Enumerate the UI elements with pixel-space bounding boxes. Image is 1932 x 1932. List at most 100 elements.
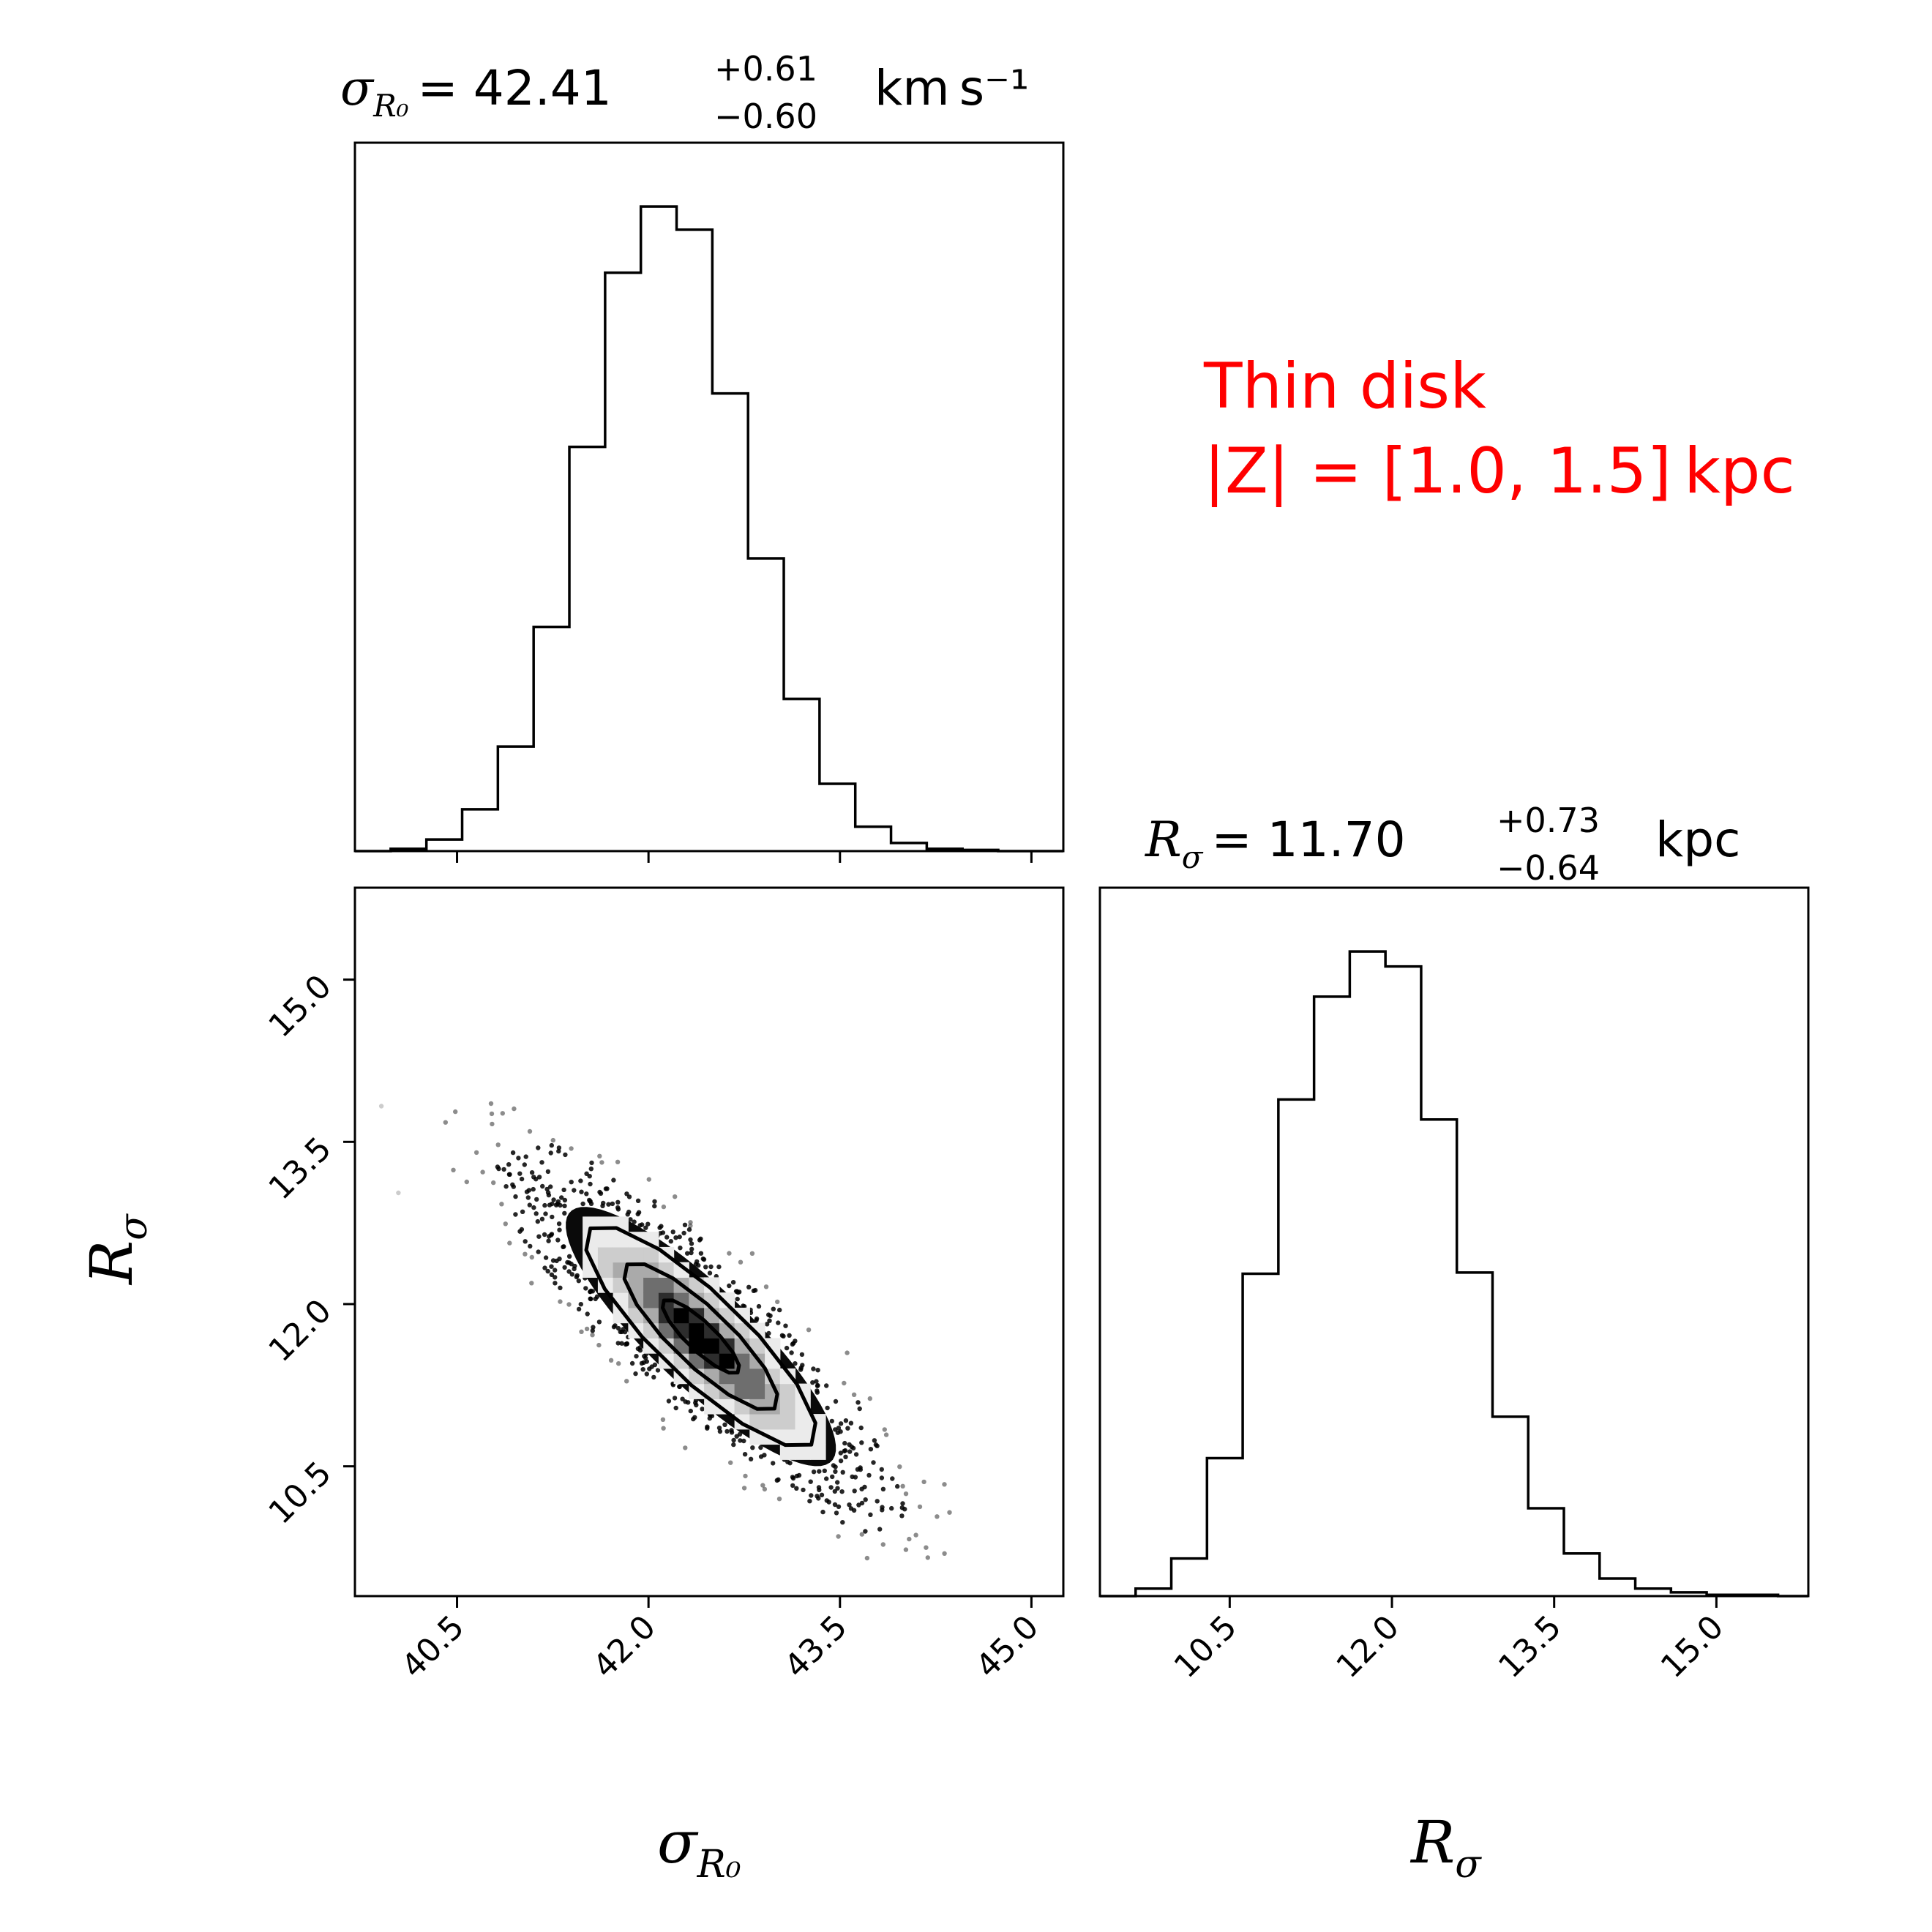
sample-point (817, 1469, 822, 1474)
density-cell (734, 1383, 750, 1399)
sample-point (643, 1225, 648, 1230)
sample-point (501, 1167, 506, 1172)
sample-point (590, 1333, 595, 1338)
sample-point (503, 1221, 508, 1227)
sample-point (828, 1485, 834, 1490)
xlabel-r-sigma: Rσ (1409, 1808, 1482, 1887)
title-r-sigma-unit: kpc (1655, 812, 1740, 868)
sample-point (806, 1328, 812, 1333)
sample-point (553, 1268, 558, 1273)
sample-point (597, 1189, 602, 1195)
sample-point (815, 1494, 820, 1499)
sample-point (599, 1160, 604, 1165)
sample-point (913, 1532, 918, 1538)
sample-point (824, 1383, 829, 1388)
sample-point (635, 1211, 640, 1217)
sample-point (741, 1304, 747, 1309)
sample-point (698, 1251, 704, 1256)
sample-point (677, 1234, 682, 1240)
sample-point (555, 1199, 561, 1205)
sample-point (543, 1211, 548, 1216)
sample-point (643, 1355, 648, 1360)
sample-point (572, 1188, 577, 1193)
sample-point (743, 1473, 748, 1479)
sample-point (741, 1486, 747, 1491)
sample-point (689, 1250, 694, 1256)
sample-point (588, 1296, 594, 1302)
sample-point (584, 1326, 590, 1332)
sample-point (659, 1224, 664, 1229)
sample-point (890, 1476, 895, 1481)
sample-point (880, 1542, 886, 1547)
sample-point (610, 1201, 615, 1207)
sample-point (637, 1348, 643, 1353)
sample-point (396, 1190, 401, 1196)
sample-point (527, 1202, 532, 1208)
sample-point (735, 1296, 740, 1302)
sample-point (942, 1482, 947, 1487)
sample-point (784, 1345, 790, 1351)
y-tick-label: 12.0 (261, 1292, 338, 1369)
sample-point (550, 1258, 556, 1263)
sample-point (507, 1240, 512, 1246)
sample-point (811, 1469, 817, 1475)
title-sigma-r0-upper-err: +0.61 (714, 49, 817, 89)
sample-point (548, 1150, 553, 1156)
sample-point (673, 1235, 678, 1240)
density-cell (749, 1322, 765, 1338)
density-cell (673, 1307, 689, 1324)
sample-point (820, 1509, 825, 1515)
sample-point (815, 1388, 820, 1393)
sample-point (583, 1286, 588, 1291)
sample-point (794, 1486, 799, 1491)
sample-point (522, 1162, 527, 1167)
sample-point (682, 1222, 688, 1228)
density-cell (597, 1232, 614, 1248)
sample-point (758, 1445, 763, 1450)
sample-point (603, 1186, 609, 1191)
sample-point (824, 1476, 829, 1481)
density-cell (749, 1383, 765, 1399)
sample-point (526, 1188, 532, 1193)
density-layer (378, 1101, 952, 1561)
sample-point (700, 1256, 705, 1262)
density-cell (779, 1414, 796, 1430)
sample-point (536, 1145, 541, 1150)
sample-point (556, 1145, 562, 1150)
sample-point (785, 1459, 790, 1464)
sample-point (550, 1214, 555, 1220)
sample-point (557, 1227, 562, 1232)
sample-point (579, 1189, 584, 1194)
sample-point (633, 1371, 638, 1377)
sample-point (833, 1469, 838, 1475)
sample-point (722, 1422, 727, 1428)
sample-point (652, 1203, 657, 1209)
sample-point (549, 1272, 555, 1278)
density-cell (658, 1322, 675, 1338)
sample-point (899, 1513, 905, 1519)
sample-point (520, 1209, 525, 1215)
sample-point (496, 1166, 501, 1172)
sample-point (799, 1352, 805, 1358)
sample-point (848, 1506, 854, 1511)
sample-point (847, 1449, 853, 1454)
sample-point (533, 1211, 539, 1216)
sample-point (506, 1162, 512, 1167)
sample-point (924, 1545, 929, 1550)
sample-point (503, 1184, 509, 1189)
sample-point (551, 1197, 556, 1202)
sample-point (935, 1514, 940, 1519)
sample-point (622, 1329, 628, 1335)
x-tick-label: 43.5 (777, 1609, 854, 1685)
sample-point (500, 1111, 505, 1116)
sample-point (748, 1456, 754, 1462)
sample-point (588, 1289, 593, 1295)
sample-point (528, 1243, 533, 1249)
sample-point (867, 1396, 873, 1401)
sample-point (536, 1234, 542, 1239)
density-cell (628, 1277, 644, 1293)
density-cell (704, 1338, 720, 1354)
sample-point (615, 1199, 621, 1205)
sample-point (824, 1498, 830, 1503)
